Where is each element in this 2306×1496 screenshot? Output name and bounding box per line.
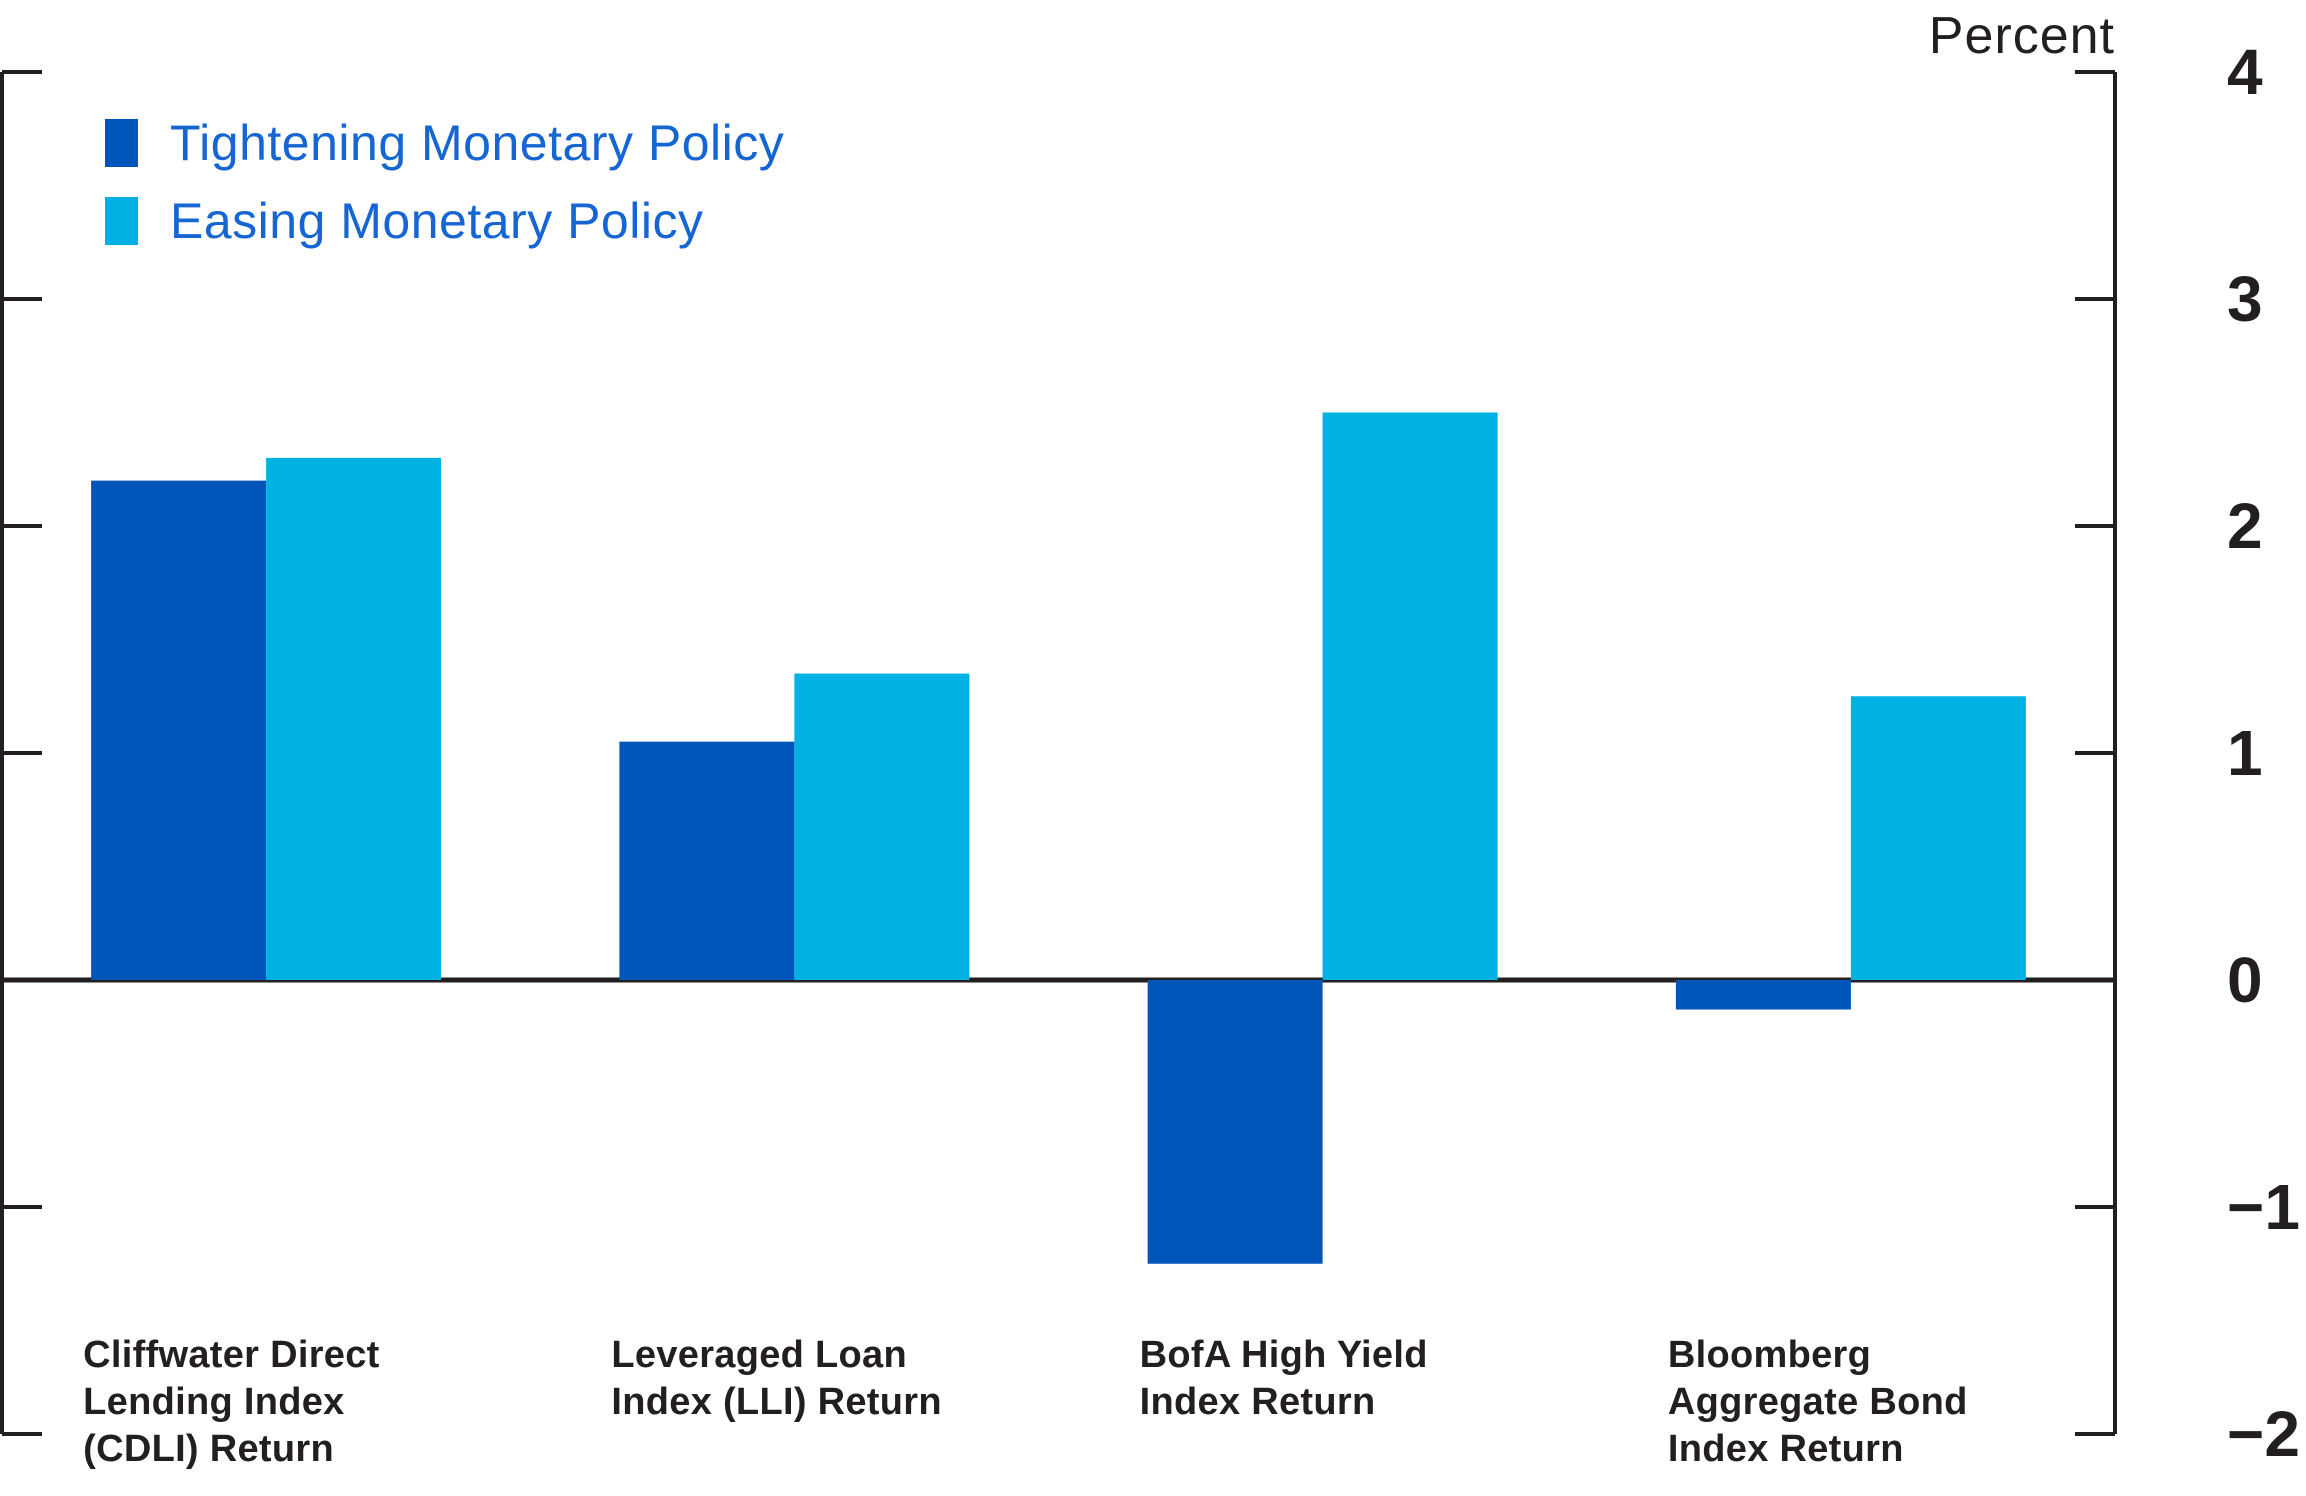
bar-easing-2 [1322,412,1498,980]
bar-easing-0 [266,457,442,980]
category-label-0: Cliffwater Direct Lending Index (CDLI) R… [83,1334,380,1470]
category-label-2: BofA High Yield Index Return [1139,1334,1428,1423]
bar-easing-1 [794,673,970,980]
y-tick-label-2: 2 [2227,490,2263,562]
y-tick-label-3: 3 [2227,263,2263,335]
legend-item-tightening: Tightening Monetary Policy [105,112,784,174]
y-axis-title: Percent [1928,7,2115,65]
category-label-3: Bloomberg Aggregate Bond Index Return [1667,1334,1968,1470]
legend-label-easing: Easing Monetary Policy [170,193,704,249]
bar-tightening-1 [619,741,795,980]
bar-tightening-2 [1147,980,1323,1264]
bar-tightening-3 [1675,980,1851,1010]
y-tick-label-1: 1 [2227,717,2263,789]
legend-item-easing: Easing Monetary Policy [105,190,784,252]
bar-easing-3 [1850,696,2026,980]
y-tick-label--1: −1 [2227,1171,2300,1243]
y-tick-label-4: 4 [2227,36,2263,108]
category-label-1: Leveraged Loan Index (LLI) Return [611,1334,942,1423]
legend-swatch-tightening [105,119,138,167]
legend: Tightening Monetary Policy Easing Monetar… [105,112,784,268]
y-tick-label--2: −2 [2227,1398,2300,1470]
legend-label-tightening: Tightening Monetary Policy [170,115,785,171]
legend-swatch-easing [105,197,138,245]
y-tick-label-0: 0 [2227,944,2263,1016]
bar-tightening-0 [91,480,267,980]
